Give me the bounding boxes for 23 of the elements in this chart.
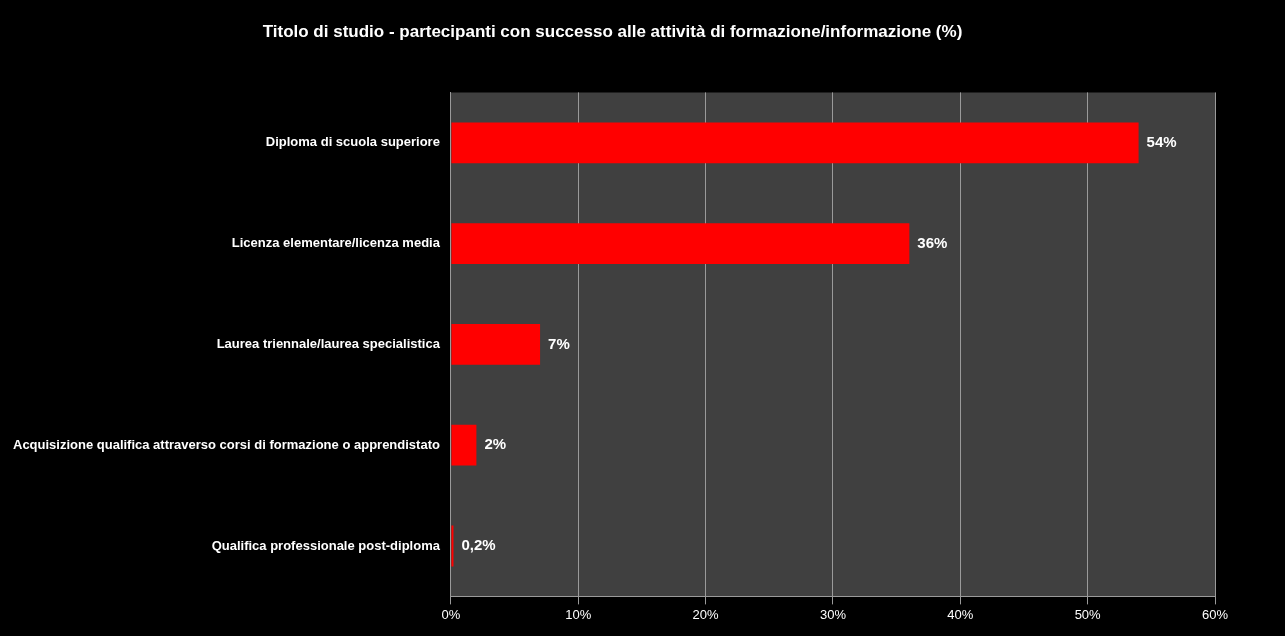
y-tick-label: Acquisizione qualifica attraverso corsi di formazione o apprendistato [12, 436, 440, 452]
data-label: 36% [917, 233, 948, 251]
data-label: 54% [1146, 132, 1177, 150]
x-tick-label: 10% [565, 606, 592, 622]
bar [451, 323, 541, 365]
x-tick-label: 50% [1074, 606, 1102, 622]
x-tick-label: 20% [692, 606, 720, 622]
x-tick-label: 60% [1201, 606, 1229, 622]
y-tick-label: Diploma di scuola superiore [265, 134, 440, 150]
data-label: 0,2% [461, 536, 496, 554]
chart-title: Titolo di studio - partecipanti con successo alle attività di formazione/informazione (%) [262, 21, 963, 41]
data-label: 2% [484, 435, 507, 453]
x-tick-label: 30% [819, 606, 847, 622]
x-tick-label: 0% [441, 606, 461, 622]
x-tick-label: 40% [947, 606, 974, 622]
bar [451, 525, 454, 567]
bar [451, 424, 477, 466]
y-tick-label: Licenza elementare/licenza media [231, 235, 441, 251]
bar [451, 223, 910, 265]
y-tick-label: Qualifica professionale post-diploma [211, 537, 441, 553]
bar [451, 122, 1139, 164]
data-label: 7% [548, 334, 570, 352]
y-tick-label: Laurea triennale/laurea specialistica [216, 335, 441, 351]
